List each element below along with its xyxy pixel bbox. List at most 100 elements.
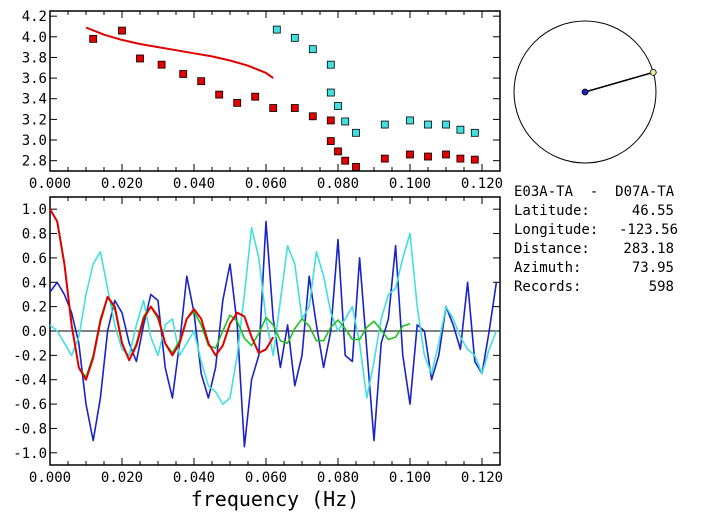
bottom-ytick-label: -0.6 [13, 397, 47, 413]
bottom-series-3 [49, 208, 275, 381]
top-point-series-0 [136, 54, 144, 63]
top-frame [49, 10, 501, 172]
top-point-series-1 [326, 60, 335, 69]
top-xtick-label: 0.080 [317, 176, 359, 192]
top-point-series-0 [442, 150, 450, 159]
top-point-series-1 [308, 45, 317, 54]
top-fit-curve [85, 26, 274, 79]
bottom-ytick-label: 0.8 [22, 227, 47, 243]
top-point-series-1 [341, 117, 350, 126]
top-point-series-0 [89, 34, 98, 43]
top-point-series-0 [352, 162, 360, 171]
bottom-ytick-label: -1.0 [13, 446, 47, 462]
bottom-series-0 [49, 220, 498, 448]
top-ytick-label: 4.0 [22, 30, 47, 46]
latitude-value: 46.55 [631, 203, 674, 219]
azimuth-value: 73.95 [631, 260, 674, 276]
top-point-series-0 [308, 112, 317, 121]
top-point-series-0 [179, 70, 188, 78]
bottom-xtick-label: 0.100 [389, 470, 431, 486]
top-point-series-1 [380, 120, 389, 129]
station-origin-dot [581, 88, 589, 96]
bottom-ytick-label: 0.4 [22, 275, 47, 291]
latitude-row: Latitude: 46.55 [514, 202, 699, 221]
bottom-ytick-label: -0.4 [13, 373, 47, 389]
top-point-series-0 [341, 156, 350, 165]
top-ytick-label: 3.0 [22, 133, 47, 149]
top-point-series-1 [424, 120, 432, 129]
bottom-ytick-label: 0.2 [22, 300, 47, 316]
top-point-series-0 [406, 150, 414, 159]
bottom-ytick-label: -0.2 [13, 348, 47, 364]
top-xtick-label: 0.020 [101, 176, 143, 192]
longitude-label: Longitude: [514, 222, 599, 238]
top-point-series-1 [352, 128, 360, 137]
top-point-series-0 [157, 60, 166, 69]
distance-row: Distance: 283.18 [514, 240, 699, 259]
top-ytick-label: 2.8 [22, 154, 47, 170]
top-point-series-1 [334, 102, 342, 110]
top-point-series-0 [326, 137, 335, 145]
records-label: Records: [514, 279, 582, 295]
bottom-xtick-label: 0.120 [461, 470, 503, 486]
top-point-series-0 [118, 26, 126, 35]
top-xtick-label: 0.040 [173, 176, 215, 192]
bottom-ytick-label: 1.0 [22, 202, 47, 218]
top-ytick-label: 4.2 [22, 9, 47, 25]
bottom-xlabel: frequency (Hz) [191, 487, 360, 511]
top-point-series-1 [456, 125, 465, 134]
top-ytick-label: 3.2 [22, 112, 47, 128]
top-ytick-label: 3.4 [22, 92, 47, 108]
top-point-series-0 [269, 104, 278, 112]
bottom-ytick-label: 0.0 [22, 324, 47, 340]
longitude-value: -123.56 [619, 222, 679, 238]
top-point-series-0 [197, 77, 206, 86]
top-point-series-0 [326, 116, 335, 125]
bottom-xtick-label: 0.060 [245, 470, 287, 486]
top-point-series-0 [456, 154, 465, 163]
longitude-row: Longitude: -123.56 [514, 221, 699, 240]
top-point-series-1 [290, 33, 299, 42]
top-xtick-label: 0.000 [29, 176, 71, 192]
top-xtick-label: 0.120 [461, 176, 503, 192]
bottom-xtick-label: 0.080 [317, 470, 359, 486]
azimuth-label: Azimuth: [514, 260, 582, 276]
top-xtick-label: 0.100 [389, 176, 431, 192]
bottom-xtick-label: 0.000 [29, 470, 71, 486]
top-point-series-0 [233, 98, 242, 107]
top-point-series-1 [272, 25, 281, 34]
station-pair-title: E03A-TA - D07A-TA [514, 184, 675, 200]
top-point-series-0 [470, 155, 479, 164]
top-point-series-1 [442, 120, 450, 129]
latitude-label: Latitude: [514, 203, 590, 219]
bottom-ytick-label: 0.6 [22, 251, 47, 267]
top-point-series-0 [380, 154, 389, 163]
azimuth-line [584, 71, 654, 93]
top-xtick-label: 0.060 [245, 176, 287, 192]
top-point-series-0 [251, 92, 260, 101]
azimuth-compass [513, 20, 657, 164]
bottom-xtick-label: 0.040 [173, 470, 215, 486]
top-point-series-1 [406, 116, 414, 125]
bottom-series-2 [49, 208, 411, 379]
records-value: 598 [648, 279, 674, 295]
top-point-series-1 [470, 128, 479, 137]
bottom-xtick-label: 0.020 [101, 470, 143, 486]
bottom-ytick-label: -0.8 [13, 421, 47, 437]
distance-value: 283.18 [623, 241, 674, 257]
top-point-series-0 [424, 152, 432, 161]
azimuth-row: Azimuth: 73.95 [514, 259, 699, 278]
station-target-dot [649, 68, 657, 76]
top-dispersion-plot: 0.000 0.020 0.040 0.060 0.080 0.100 0.120 2.8 3.… [22, 9, 503, 192]
top-point-series-0 [334, 147, 342, 156]
top-point-series-0 [290, 104, 299, 112]
top-point-series-1 [326, 88, 335, 97]
top-ytick-label: 3.6 [22, 71, 47, 87]
records-row: Records: 598 [514, 278, 699, 297]
station-info-panel: E03A-TA - D07A-TA Latitude: 46.55 Longit… [514, 183, 699, 297]
distance-label: Distance: [514, 241, 590, 257]
bottom-coherence-plot: 0.000 0.020 0.040 0.060 0.080 0.100 0.120 1.0 0.… [13, 196, 503, 511]
compass-ring [513, 20, 657, 164]
top-ytick-label: 3.8 [22, 50, 47, 66]
